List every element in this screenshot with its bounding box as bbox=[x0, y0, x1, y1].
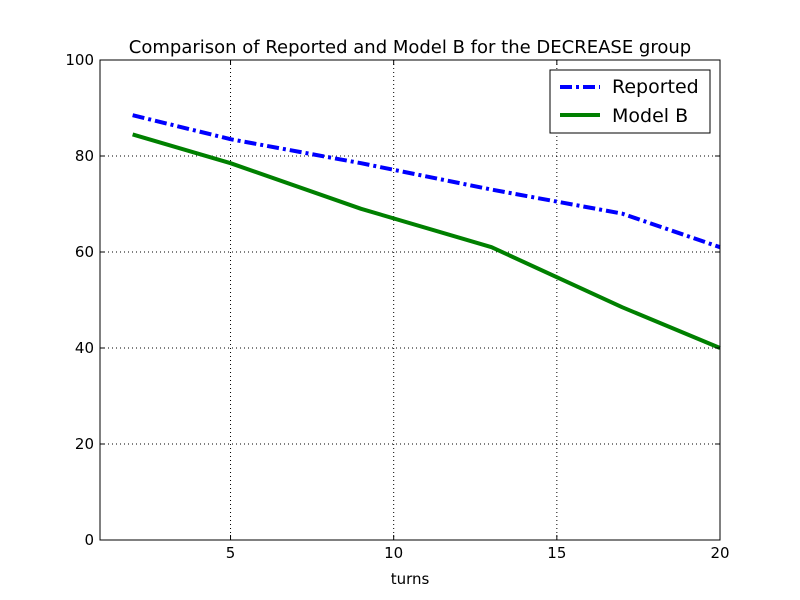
y-tick-label: 60 bbox=[75, 243, 94, 261]
x-tick-label: 10 bbox=[384, 544, 403, 562]
series-line-model-b bbox=[132, 132, 721, 350]
chart-title: Comparison of Reported and Model B for t… bbox=[129, 37, 691, 58]
x-axis-label: turns bbox=[391, 570, 430, 588]
legend-label-model-b: Model B bbox=[612, 105, 688, 127]
legend-label-reported: Reported bbox=[612, 76, 699, 98]
axis-ticks bbox=[100, 59, 721, 541]
tick-labels: 5 10 15 20 0 20 40 60 80 100 bbox=[65, 51, 729, 562]
y-tick-label: 0 bbox=[84, 531, 94, 549]
y-tick-label: 40 bbox=[75, 339, 94, 357]
x-tick-label: 20 bbox=[710, 544, 729, 562]
legend: Reported Model B bbox=[549, 69, 711, 134]
series-line-reported bbox=[132, 113, 721, 250]
series-layer bbox=[132, 113, 721, 350]
y-tick-label: 100 bbox=[65, 51, 94, 69]
plot-frame bbox=[99, 59, 721, 541]
y-tick-label: 20 bbox=[75, 435, 94, 453]
y-tick-label: 80 bbox=[75, 147, 94, 165]
legend-box bbox=[549, 69, 711, 134]
x-tick-label: 15 bbox=[547, 544, 566, 562]
x-tick-label: 5 bbox=[226, 544, 236, 562]
